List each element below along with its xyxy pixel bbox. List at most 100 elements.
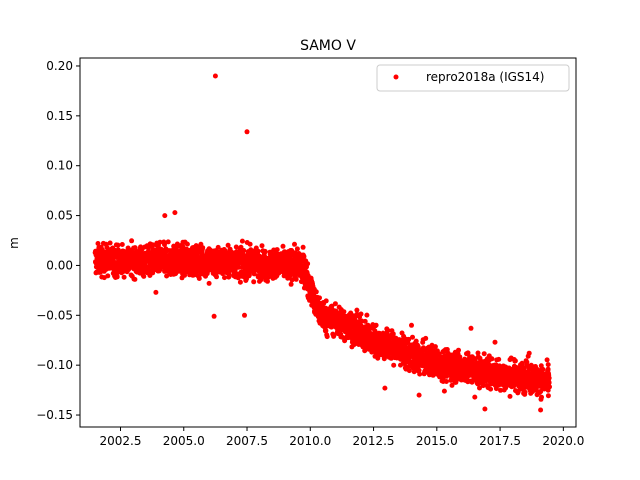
data-point: [522, 389, 528, 395]
x-tick-label: 2002.5: [99, 434, 141, 448]
data-point: [441, 388, 447, 394]
data-point: [259, 243, 265, 249]
data-point: [317, 295, 322, 301]
data-point: [251, 279, 257, 285]
data-point: [262, 248, 268, 254]
data-point: [482, 406, 488, 412]
data-point: [212, 73, 218, 79]
data-point: [225, 242, 231, 248]
data-point: [358, 311, 364, 317]
data-point: [215, 244, 221, 250]
data-point: [294, 246, 300, 252]
data-points: [92, 73, 552, 413]
data-point: [132, 276, 138, 282]
data-point: [206, 280, 212, 286]
data-point: [129, 238, 135, 244]
data-point: [341, 309, 347, 315]
y-tick-label: −0.05: [36, 308, 73, 322]
y-axis-label: m: [7, 237, 21, 249]
data-point: [255, 248, 261, 254]
x-tick-label: 2012.5: [353, 434, 395, 448]
x-tick-label: 2017.5: [479, 434, 521, 448]
data-point: [274, 247, 280, 253]
data-point: [456, 347, 461, 353]
data-point: [211, 313, 217, 319]
x-tick-label: 2020.0: [542, 434, 584, 448]
data-point: [164, 273, 170, 279]
y-tick-label: 0.00: [46, 258, 73, 272]
data-point: [184, 241, 190, 247]
data-point: [95, 241, 101, 246]
data-point: [416, 367, 422, 373]
data-point: [233, 244, 239, 250]
y-axis-ticks: −0.15 −0.10 −0.05 0.00 0.05 0.10 0.15 0.20: [36, 59, 80, 422]
data-point: [196, 276, 202, 281]
x-tick-label: 2005.0: [163, 434, 205, 448]
data-point: [165, 239, 171, 245]
data-point: [157, 239, 163, 245]
data-point: [409, 322, 414, 328]
data-point: [150, 242, 155, 248]
data-point: [413, 338, 419, 344]
data-point: [107, 240, 113, 246]
data-point: [141, 273, 147, 279]
data-point: [214, 274, 219, 280]
data-point: [416, 392, 422, 398]
data-point: [423, 335, 429, 341]
data-point: [481, 351, 487, 357]
data-point: [323, 328, 329, 334]
data-point: [242, 312, 247, 318]
data-point: [292, 241, 297, 247]
data-point: [324, 334, 330, 340]
data-point: [373, 322, 379, 328]
data-point: [526, 350, 532, 356]
data-point: [247, 241, 253, 247]
data-point: [512, 358, 518, 364]
y-tick-label: −0.15: [36, 408, 73, 422]
data-point: [492, 339, 498, 345]
data-point: [362, 318, 368, 324]
data-point: [519, 360, 525, 366]
data-point: [488, 386, 494, 392]
data-point: [546, 380, 552, 386]
data-point: [172, 210, 178, 216]
data-point: [293, 276, 299, 282]
data-point: [444, 347, 450, 352]
data-point: [241, 248, 247, 253]
data-point: [544, 357, 550, 363]
data-point: [121, 274, 127, 280]
legend-frame: [376, 64, 570, 92]
data-point: [480, 383, 486, 389]
data-point: [354, 307, 360, 313]
data-point: [449, 382, 455, 388]
data-point: [162, 242, 167, 248]
data-point: [538, 389, 544, 394]
data-point: [222, 275, 227, 281]
y-tick-label: 0.20: [46, 59, 73, 73]
data-point: [280, 243, 286, 249]
data-point: [265, 278, 270, 284]
data-point: [226, 271, 232, 277]
data-point: [323, 298, 329, 304]
data-point: [329, 303, 335, 309]
data-point: [239, 238, 245, 244]
data-point: [406, 368, 412, 374]
data-point: [200, 245, 206, 251]
data-point: [289, 248, 295, 253]
data-point: [539, 394, 544, 400]
data-point: [443, 379, 449, 384]
data-point: [282, 249, 287, 255]
data-point: [332, 301, 338, 307]
legend-marker: [393, 74, 399, 80]
data-point: [540, 366, 546, 372]
y-tick-label: 0.15: [46, 109, 73, 123]
data-point: [331, 332, 337, 338]
data-point: [119, 242, 125, 247]
x-tick-label: 2007.5: [226, 434, 268, 448]
data-point: [406, 336, 412, 342]
x-axis-ticks: 2002.5 2005.0 2007.5 2010.0 2012.5 2015.0 2017…: [99, 427, 584, 448]
legend: repro2018a (IGS14): [376, 64, 570, 92]
data-point: [521, 367, 527, 373]
plot-frame: [79, 57, 577, 428]
